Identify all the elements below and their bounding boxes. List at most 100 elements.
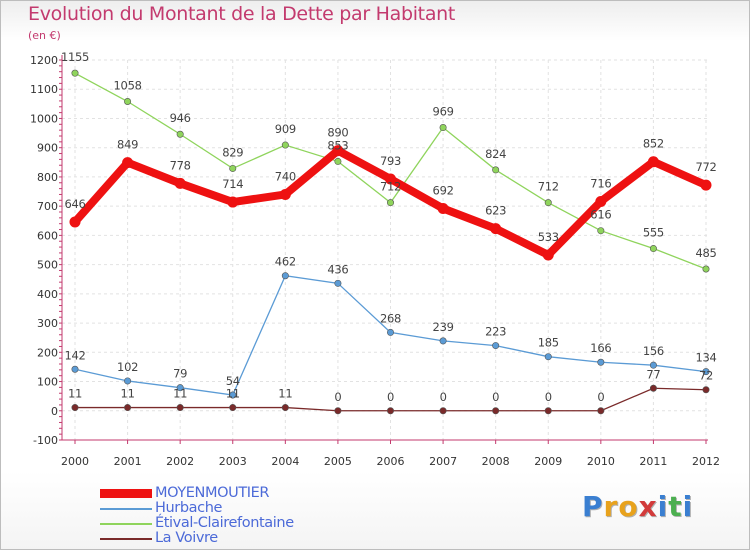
data-label: 185	[538, 336, 559, 350]
data-point	[492, 407, 500, 415]
data-label: 616	[590, 208, 611, 222]
logo-letter: r	[603, 490, 619, 523]
data-point	[597, 227, 605, 235]
data-point	[597, 358, 605, 366]
data-label: 239	[433, 320, 454, 334]
logo-letter: i	[657, 490, 669, 523]
y-tick-label: 600	[37, 229, 58, 242]
data-point	[490, 223, 502, 235]
data-point	[386, 199, 394, 207]
data-label: 0	[597, 390, 604, 404]
data-label: 890	[327, 126, 348, 140]
legend-swatch	[100, 508, 152, 510]
data-point	[227, 196, 239, 208]
data-label: 778	[170, 158, 191, 172]
data-point	[332, 145, 344, 157]
y-tick-label: 0	[51, 405, 58, 418]
data-label: 0	[387, 390, 394, 404]
legend-label: Étival-Clairefontaine	[155, 515, 294, 531]
data-label: 740	[275, 169, 296, 183]
data-point	[702, 265, 710, 273]
data-label: 268	[380, 311, 401, 325]
y-tick-label: 200	[37, 346, 58, 359]
data-label: 772	[695, 160, 716, 174]
data-point	[385, 173, 396, 185]
data-point	[174, 177, 186, 189]
data-point	[334, 157, 342, 165]
data-label: 623	[485, 204, 506, 218]
data-label: 11	[226, 387, 240, 401]
data-label: 79	[173, 367, 187, 381]
x-tick-label: 2002	[166, 455, 194, 468]
data-point	[124, 98, 132, 106]
data-point	[439, 124, 447, 132]
data-label: 223	[485, 325, 506, 339]
data-point	[176, 130, 184, 138]
legend-label: Hurbache	[155, 500, 223, 516]
y-tick-label: 300	[37, 317, 58, 330]
data-point	[281, 404, 289, 412]
axes: -100010020030040050060070080090010001100…	[30, 54, 720, 468]
data-label: 77	[646, 367, 660, 381]
x-tick-label: 2004	[271, 455, 299, 468]
data-point	[176, 384, 184, 392]
data-point	[700, 179, 712, 191]
data-label: 714	[222, 177, 243, 191]
data-label: 0	[492, 390, 499, 404]
data-label: 54	[226, 374, 240, 388]
y-tick-label: 500	[37, 259, 58, 272]
y-tick-label: 1000	[30, 112, 58, 125]
logo-letter: t	[668, 490, 683, 523]
data-point	[544, 353, 552, 361]
data-label: 1155	[61, 50, 89, 64]
unit-label: (en €)	[28, 29, 61, 42]
data-label: 11	[173, 387, 187, 401]
x-tick-label: 2012	[692, 455, 720, 468]
data-label: 824	[485, 147, 506, 161]
data-point	[281, 272, 289, 280]
logo-letter: o	[618, 490, 639, 523]
data-label: 0	[334, 390, 341, 404]
data-label: 485	[695, 246, 716, 260]
data-label: 142	[64, 348, 85, 362]
y-tick-label: -100	[33, 434, 58, 447]
data-label: 1058	[114, 79, 142, 93]
data-point	[71, 404, 79, 412]
data-point	[176, 404, 184, 412]
data-label: 555	[643, 226, 664, 240]
data-label: 829	[222, 145, 243, 159]
legend-swatch	[100, 538, 152, 540]
data-label: 11	[68, 387, 82, 401]
x-tick-label: 2009	[534, 455, 562, 468]
data-label: 102	[117, 360, 138, 374]
data-label: 853	[327, 138, 348, 152]
x-tick-label: 2006	[377, 455, 405, 468]
data-point	[597, 407, 605, 415]
data-point	[122, 157, 134, 169]
data-point	[229, 404, 237, 412]
x-tick-label: 2001	[114, 455, 142, 468]
data-label: 946	[170, 111, 191, 125]
data-label: 692	[433, 183, 454, 197]
data-point	[281, 141, 289, 149]
x-tick-label: 2011	[639, 455, 667, 468]
data-point	[439, 407, 447, 415]
data-point	[124, 404, 132, 412]
y-tick-label: 1100	[30, 83, 58, 96]
data-point	[647, 156, 659, 168]
data-point	[334, 407, 342, 415]
data-point	[649, 384, 657, 392]
data-point	[386, 328, 394, 336]
series-lines	[69, 69, 712, 415]
data-point	[71, 69, 79, 77]
x-tick-label: 2008	[482, 455, 510, 468]
data-label: 11	[278, 387, 292, 401]
data-label: 533	[538, 230, 559, 244]
data-point	[492, 342, 500, 350]
proxiti-logo: Proxiti	[582, 490, 693, 523]
data-point	[439, 337, 447, 345]
data-label: 849	[117, 138, 138, 152]
x-tick-label: 2003	[219, 455, 247, 468]
